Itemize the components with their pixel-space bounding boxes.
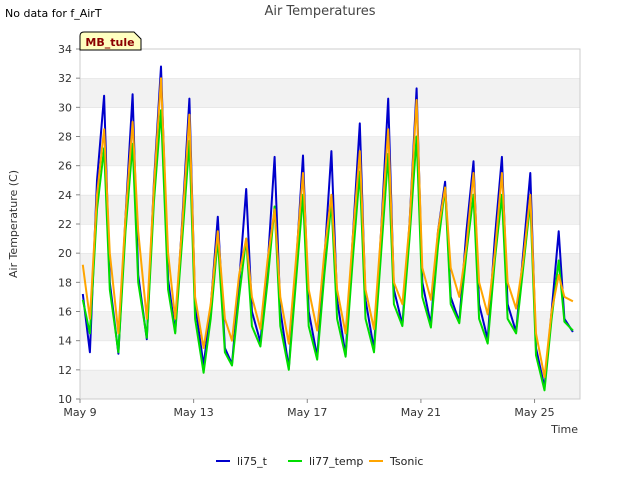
grid-band	[80, 78, 580, 108]
y-tick-label: 24	[58, 189, 72, 202]
y-tick-label: 18	[58, 276, 72, 289]
grid-band	[80, 340, 580, 370]
site-tag: MB_tule	[79, 31, 142, 51]
site-tag-box	[79, 31, 142, 51]
y-tick-label: 32	[58, 72, 72, 85]
y-axis: 10 12 14 16 18 20 22 24 26 28 30 32 34	[58, 43, 80, 406]
y-tick-label: 30	[58, 101, 72, 114]
y-tick-label: 12	[58, 364, 72, 377]
x-tick-label: May 25	[514, 406, 554, 419]
site-tag-label: MB_tule	[85, 36, 134, 49]
y-tick-label: 16	[58, 306, 72, 319]
legend: li75_t li77_temp Tsonic	[216, 455, 423, 468]
y-axis-title: Air Temperature (C)	[7, 170, 20, 278]
series-line-li77_temp	[81, 109, 574, 392]
chart-title: Air Temperatures	[264, 4, 375, 19]
grid-band	[80, 369, 580, 399]
legend-label: li75_t	[237, 455, 268, 468]
grid-band	[80, 282, 580, 312]
y-tick-label: 34	[58, 43, 72, 56]
y-tick-label: 28	[58, 131, 72, 144]
y-tick-label: 22	[58, 218, 72, 231]
x-tick-label: May 21	[401, 406, 441, 419]
y-tick-label: 10	[58, 393, 72, 406]
y-tick-label: 20	[58, 247, 72, 260]
x-axis-title: Time	[550, 423, 578, 436]
y-tick-label: 26	[58, 160, 72, 173]
x-axis: May 9 May 13 May 17 May 21 May 25	[63, 399, 555, 419]
x-tick-label: May 9	[63, 406, 96, 419]
legend-label: Tsonic	[389, 455, 423, 468]
grid-band	[80, 311, 580, 341]
grid-band	[80, 107, 580, 137]
legend-label: li77_temp	[309, 455, 363, 468]
series-line-Tsonic	[81, 77, 574, 379]
x-tick-label: May 17	[287, 406, 327, 419]
series-layer	[81, 65, 574, 392]
x-tick-label: May 13	[174, 406, 214, 419]
grid-band	[80, 49, 580, 79]
y-tick-label: 14	[58, 335, 72, 348]
grid-band	[80, 253, 580, 283]
no-data-note: No data for f_AirT	[5, 7, 102, 20]
